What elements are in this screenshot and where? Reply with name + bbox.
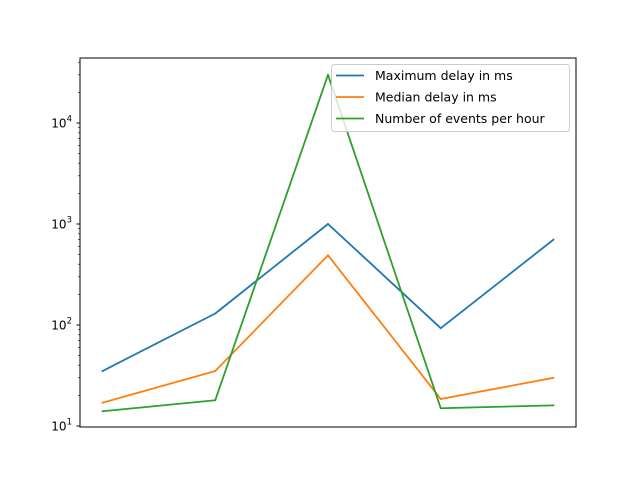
data-point [101, 370, 104, 372]
series-0 [101, 223, 555, 372]
series-line-segment [439, 238, 555, 330]
plot-area [101, 73, 555, 413]
legend-label: Maximum delay in ms [375, 68, 513, 83]
series-line-segment [214, 254, 329, 372]
data-point [101, 401, 104, 404]
data-point [214, 399, 217, 402]
legend-label: Number of events per hour [375, 111, 546, 126]
y-tick-base: 10 [51, 420, 66, 434]
data-point [101, 410, 104, 413]
y-tick: 102 [51, 317, 80, 333]
series-line-segment [327, 223, 442, 330]
y-tick-exponent: 2 [67, 317, 72, 327]
y-tick: 101 [51, 418, 80, 434]
y-tick: 104 [51, 115, 80, 131]
data-point [214, 312, 217, 315]
legend-entry: Maximum delay in ms [336, 68, 513, 83]
data-point [552, 404, 555, 407]
y-tick-exponent: 1 [67, 418, 72, 428]
series-line-segment [101, 370, 217, 404]
data-point [552, 376, 555, 379]
series-line-segment [439, 404, 555, 410]
legend-label: Median delay in ms [375, 90, 497, 105]
y-tick-exponent: 3 [67, 216, 72, 226]
legend-entry: Median delay in ms [336, 90, 497, 105]
data-point [327, 73, 329, 76]
series-line-segment [101, 312, 217, 372]
data-point [327, 254, 329, 257]
y-axis: 101 102 103 104 [51, 61, 80, 434]
series-line-segment [439, 376, 555, 400]
y-tick-label: 101 [51, 418, 72, 434]
y-tick-label: 103 [51, 216, 72, 232]
y-tick-label: 102 [51, 317, 72, 333]
series-1 [101, 254, 555, 404]
data-point [327, 223, 329, 225]
data-point [552, 238, 555, 241]
series-line-segment [214, 223, 329, 315]
series-line-segment [101, 399, 217, 413]
data-point [439, 407, 442, 410]
data-point [439, 398, 442, 400]
axes-frame [79, 57, 577, 428]
y-tick-label: 104 [51, 115, 72, 131]
y-tick-base: 10 [51, 319, 66, 333]
y-tick-base: 10 [51, 117, 66, 131]
data-point [439, 327, 442, 330]
y-tick: 103 [51, 216, 80, 232]
data-point [214, 370, 217, 372]
legend-box [331, 64, 570, 132]
y-tick-exponent: 4 [67, 115, 72, 125]
y-minor-ticks [78, 61, 80, 396]
legend-entry: Number of events per hour [336, 111, 546, 126]
legend: Maximum delay in ms Median delay in ms N… [331, 64, 570, 132]
series-line-segment [214, 73, 329, 402]
series-line-segment [327, 254, 442, 400]
y-tick-base: 10 [51, 218, 66, 232]
